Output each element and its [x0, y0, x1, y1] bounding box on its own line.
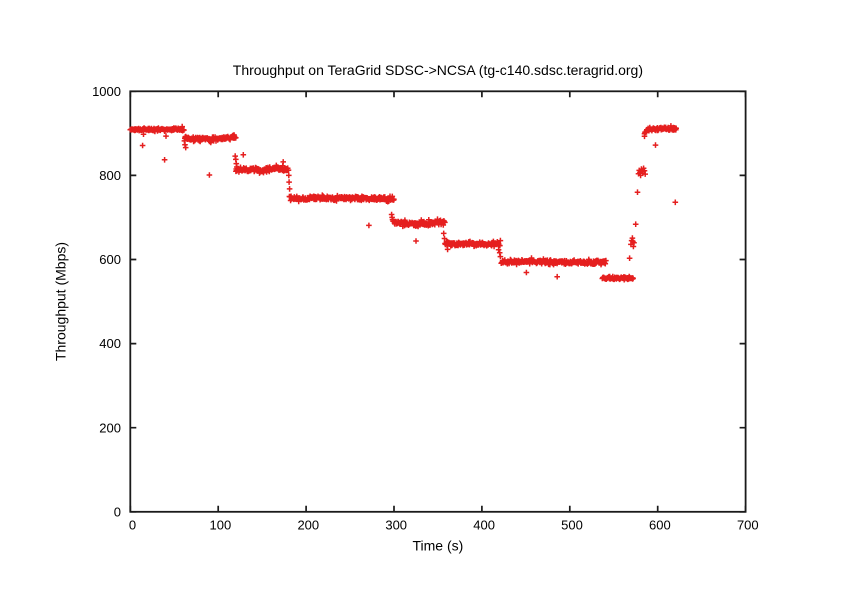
svg-text:600: 600 — [649, 518, 671, 533]
svg-text:500: 500 — [561, 518, 583, 533]
svg-text:Throughput on TeraGrid SDSC->N: Throughput on TeraGrid SDSC->NCSA (tg-c1… — [233, 62, 643, 78]
svg-text:800: 800 — [99, 168, 121, 183]
svg-text:200: 200 — [297, 518, 319, 533]
svg-text:100: 100 — [210, 518, 232, 533]
svg-text:700: 700 — [737, 518, 759, 533]
svg-text:600: 600 — [99, 252, 121, 267]
svg-text:400: 400 — [473, 518, 495, 533]
svg-text:300: 300 — [385, 518, 407, 533]
svg-text:Throughput (Mbps): Throughput (Mbps) — [53, 242, 69, 361]
svg-text:400: 400 — [99, 336, 121, 351]
svg-text:1000: 1000 — [92, 84, 121, 99]
svg-text:200: 200 — [99, 420, 121, 435]
svg-text:0: 0 — [129, 518, 136, 533]
svg-text:0: 0 — [114, 504, 121, 519]
svg-text:Time (s): Time (s) — [412, 538, 463, 554]
